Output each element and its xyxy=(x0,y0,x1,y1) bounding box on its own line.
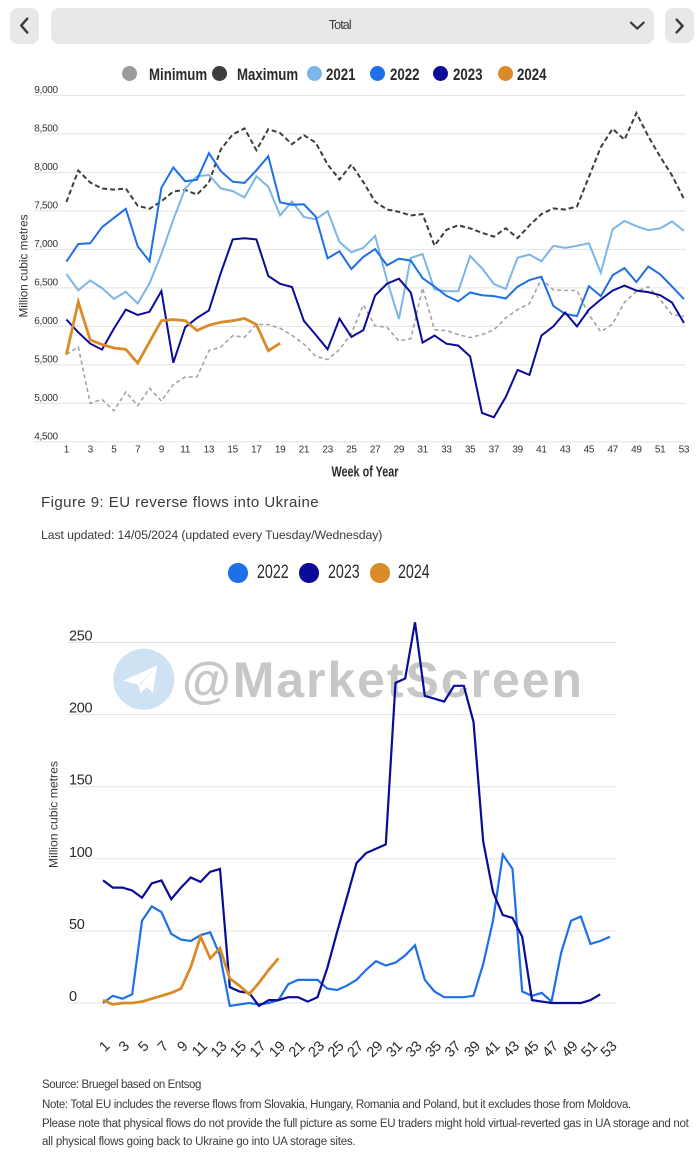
svg-text:21: 21 xyxy=(299,445,310,456)
svg-text:7: 7 xyxy=(155,1038,172,1055)
svg-text:@MarketScreen: @MarketScreen xyxy=(182,652,582,708)
svg-text:150: 150 xyxy=(69,773,93,789)
svg-text:0: 0 xyxy=(69,989,77,1005)
svg-text:9: 9 xyxy=(175,1038,192,1055)
svg-text:9,000: 9,000 xyxy=(34,85,58,96)
svg-text:43: 43 xyxy=(560,445,571,456)
svg-text:8,500: 8,500 xyxy=(34,124,58,135)
svg-text:53: 53 xyxy=(598,1038,620,1060)
svg-text:23: 23 xyxy=(322,445,333,456)
svg-text:5,500: 5,500 xyxy=(34,355,58,366)
svg-text:5: 5 xyxy=(111,445,117,456)
svg-text:15: 15 xyxy=(227,445,238,456)
svg-text:200: 200 xyxy=(69,701,93,717)
svg-text:27: 27 xyxy=(370,445,381,456)
svg-text:51: 51 xyxy=(655,445,666,456)
svg-text:49: 49 xyxy=(631,445,642,456)
svg-text:4,500: 4,500 xyxy=(34,432,58,443)
svg-text:29: 29 xyxy=(394,445,405,456)
svg-text:45: 45 xyxy=(584,445,595,456)
svg-text:50: 50 xyxy=(69,917,85,933)
svg-text:250: 250 xyxy=(69,629,93,645)
svg-text:6,000: 6,000 xyxy=(34,316,58,327)
svg-text:7,000: 7,000 xyxy=(34,239,58,250)
svg-text:37: 37 xyxy=(489,445,500,456)
svg-text:25: 25 xyxy=(346,445,357,456)
svg-text:53: 53 xyxy=(679,445,690,456)
svg-text:7,500: 7,500 xyxy=(34,201,58,212)
svg-text:35: 35 xyxy=(465,445,476,456)
svg-text:5,000: 5,000 xyxy=(34,393,58,404)
svg-text:100: 100 xyxy=(69,845,93,861)
svg-text:5: 5 xyxy=(136,1038,153,1055)
svg-text:Million cubic metres: Million cubic metres xyxy=(47,761,61,868)
svg-text:1: 1 xyxy=(64,445,70,456)
svg-text:11: 11 xyxy=(180,445,191,456)
svg-text:1: 1 xyxy=(97,1038,114,1055)
svg-text:Million cubic metres: Million cubic metres xyxy=(17,215,31,318)
svg-text:3: 3 xyxy=(116,1038,133,1055)
svg-text:39: 39 xyxy=(512,445,523,456)
svg-text:19: 19 xyxy=(275,445,286,456)
svg-text:9: 9 xyxy=(159,445,165,456)
svg-text:41: 41 xyxy=(536,445,547,456)
svg-text:6,500: 6,500 xyxy=(34,278,58,289)
svg-text:7: 7 xyxy=(135,445,141,456)
svg-text:3: 3 xyxy=(88,445,94,456)
svg-text:47: 47 xyxy=(607,445,618,456)
svg-text:8,000: 8,000 xyxy=(34,162,58,173)
svg-text:17: 17 xyxy=(251,445,262,456)
svg-text:Week of Year: Week of Year xyxy=(332,465,399,480)
svg-text:33: 33 xyxy=(441,445,452,456)
svg-text:31: 31 xyxy=(417,445,428,456)
svg-text:13: 13 xyxy=(204,445,215,456)
